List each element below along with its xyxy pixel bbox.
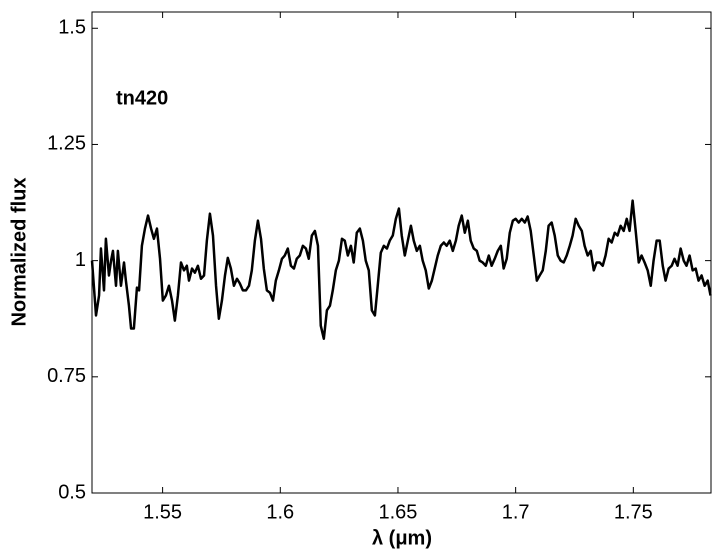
x-tick-label: 1.55 [143,501,182,523]
annotation: tn420 [116,87,168,109]
x-tick-label: 1.75 [614,501,653,523]
x-tick-label: 1.7 [502,501,530,523]
y-tick-label: 1 [75,249,86,271]
y-tick-label: 0.75 [47,365,86,387]
y-axis-label: Normalized flux [8,178,30,327]
spectrum-line [90,199,712,340]
y-tick-label: 1.25 [47,133,86,155]
y-tick-label: 1.5 [58,17,86,39]
x-tick-label: 1.65 [379,501,418,523]
x-tick-label: 1.6 [266,501,294,523]
y-tick-label: 0.5 [58,481,86,503]
plot-frame [91,11,712,494]
x-axis-label: λ (μm) [372,527,432,549]
